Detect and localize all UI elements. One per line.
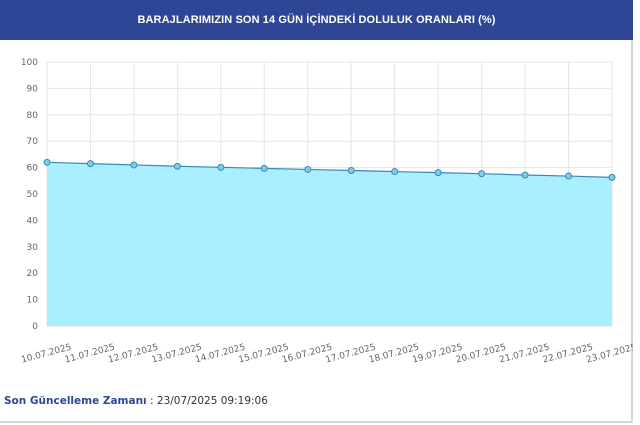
data-point <box>565 172 573 180</box>
last-update-separator: : <box>146 395 157 407</box>
data-point <box>304 165 312 173</box>
y-tick-label: 90 <box>27 84 39 94</box>
data-point <box>347 167 355 175</box>
y-tick-label: 70 <box>27 137 39 147</box>
y-tick-label: 100 <box>21 58 38 68</box>
last-update-label: Son Güncelleme Zamanı <box>4 395 147 407</box>
y-tick-label: 60 <box>27 164 39 174</box>
y-tick-label: 40 <box>27 216 39 226</box>
series-line <box>46 161 613 178</box>
chart-points <box>43 158 616 181</box>
data-point <box>130 161 138 169</box>
chart-title: BARAJLARIMIZIN SON 14 GÜN İÇİNDEKİ DOLUL… <box>137 14 496 26</box>
data-point <box>391 168 399 176</box>
area-fill <box>47 162 612 326</box>
chart-area <box>46 161 613 326</box>
data-point <box>608 173 616 181</box>
data-point <box>43 158 51 166</box>
x-axis: 10.07.202511.07.202512.07.202513.07.2025… <box>20 343 633 366</box>
y-tick-label: 80 <box>27 111 39 121</box>
y-tick-label: 30 <box>27 243 39 253</box>
y-tick-label: 0 <box>32 322 38 332</box>
data-point <box>86 160 94 168</box>
data-point <box>521 171 529 179</box>
last-update: Son Güncelleme Zamanı : 23/07/2025 09:19… <box>4 395 268 407</box>
data-point <box>173 162 181 170</box>
y-tick-label: 50 <box>27 190 39 200</box>
data-point <box>434 169 442 177</box>
chart-header: BARAJLARIMIZIN SON 14 GÜN İÇİNDEKİ DOLUL… <box>0 0 633 40</box>
y-axis: 0 10 20 30 40 50 60 70 80 90 100 <box>21 58 38 332</box>
data-point <box>260 164 268 172</box>
data-point <box>217 163 225 171</box>
y-tick-label: 20 <box>27 269 39 279</box>
y-tick-label: 10 <box>27 296 39 306</box>
last-update-value: 23/07/2025 09:19:06 <box>156 395 268 407</box>
area-chart: 0 10 20 30 40 50 60 70 80 90 100 10.07.202511.07.2… <box>20 58 633 366</box>
data-point <box>478 170 486 178</box>
